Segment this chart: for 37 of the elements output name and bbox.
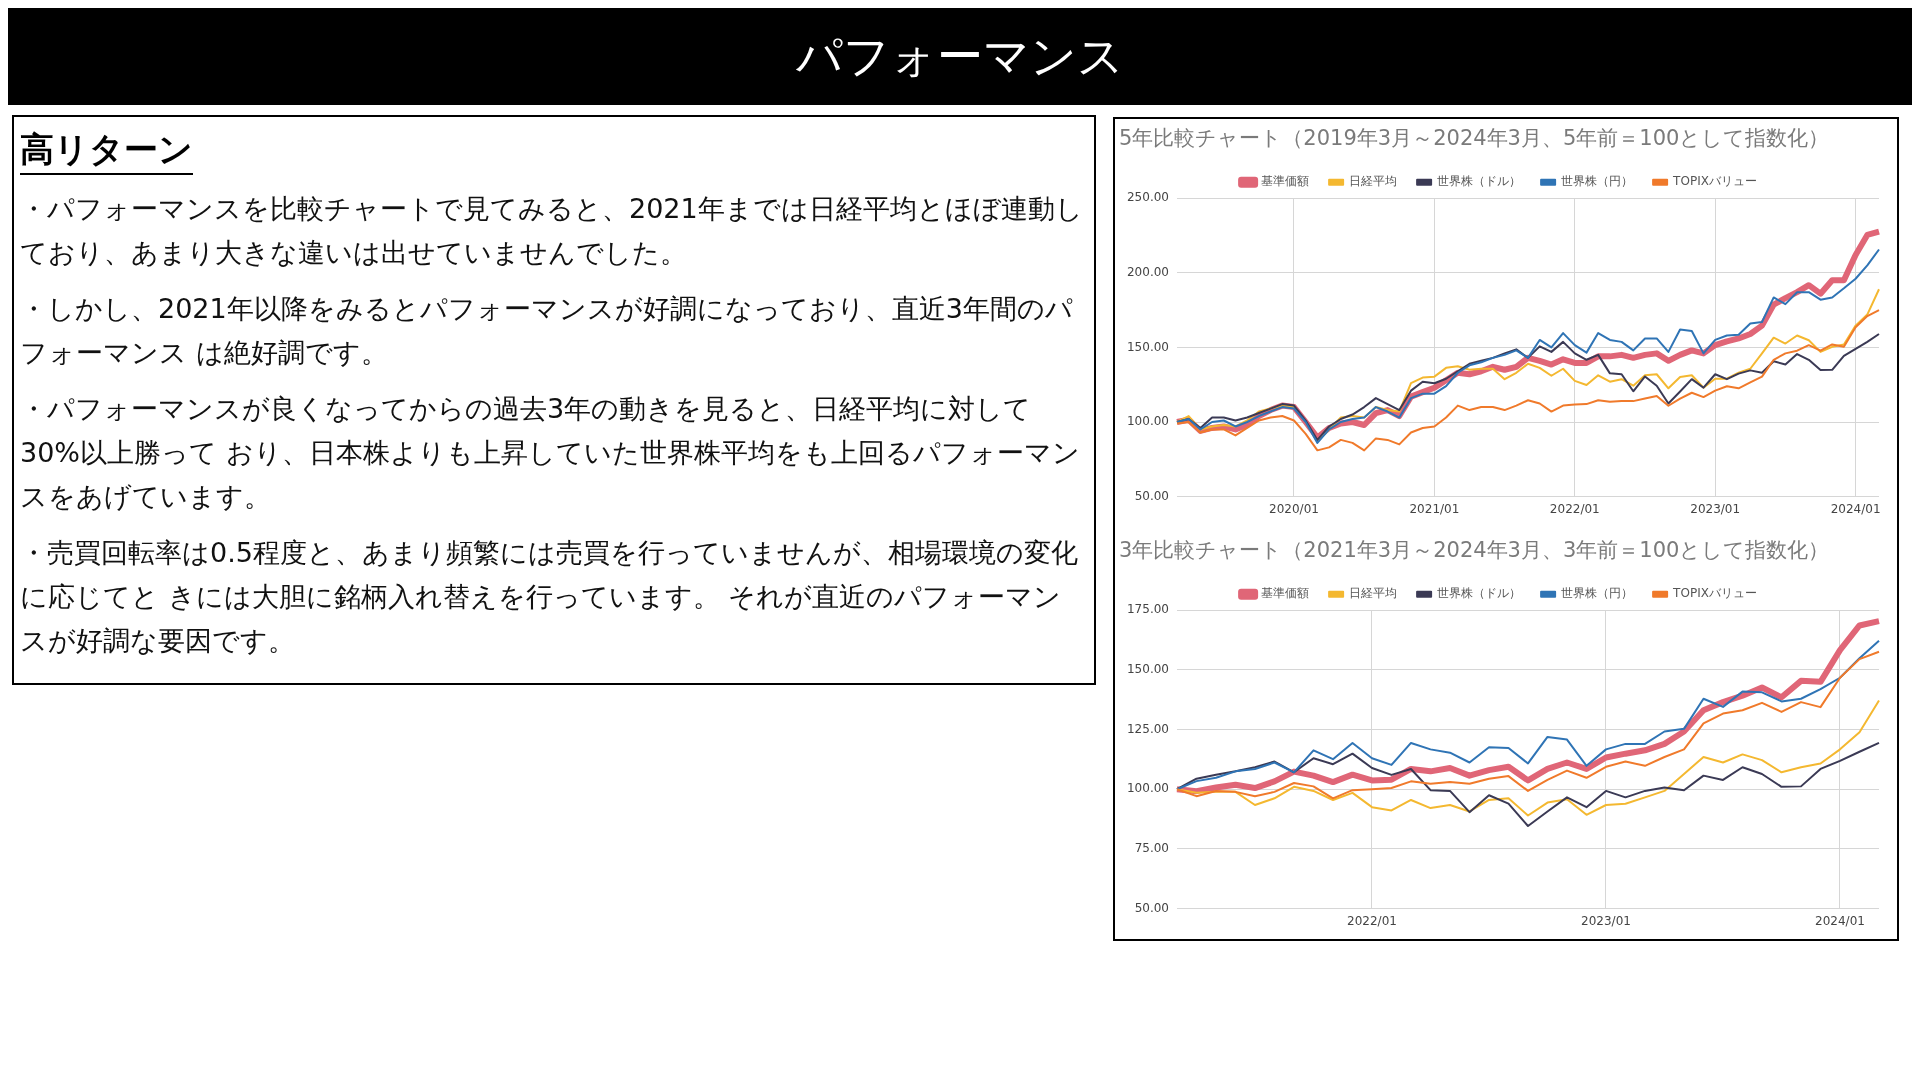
y-tick-label: 75.00 bbox=[1134, 841, 1169, 856]
legend-label: 世界株（円） bbox=[1561, 174, 1634, 189]
x-tick-label: 2024/01 bbox=[1830, 501, 1881, 516]
y-tick-label: 175.00 bbox=[1126, 602, 1169, 617]
text: ・しかし、2021年以降をみるとパフォーマンスが好調になっており、直近3年間のパフォーマンス は絶好調です。 bbox=[20, 292, 1074, 370]
text: ・パフォーマンスを比較チャートで見てみると、2021年までは日経平均とほぼ連動しており、あまり大きな違いは出せていませんでした。 bbox=[20, 192, 1084, 270]
x-tick-label: 2023/01 bbox=[1581, 913, 1631, 928]
chart-title: 3年比較チャート（2021年3月～2024年3月、3年前＝100として指数化） bbox=[1119, 538, 1830, 563]
y-tick-label: 50.00 bbox=[1134, 488, 1169, 503]
legend-label: 世界株（ドル） bbox=[1437, 586, 1522, 601]
y-tick-label: 125.00 bbox=[1126, 721, 1169, 736]
chart-title: 5年比較チャート（2019年3月～2024年3月、5年前＝100として指数化） bbox=[1119, 126, 1830, 151]
text: パフォーマンス bbox=[8, 8, 1912, 105]
legend-label: 基準価額 bbox=[1261, 174, 1310, 189]
legend-label: TOPIXバリュー bbox=[1672, 174, 1757, 189]
x-tick-label: 2024/01 bbox=[1815, 913, 1865, 928]
y-tick-label: 200.00 bbox=[1126, 264, 1169, 279]
legend-label: 世界株（ドル） bbox=[1437, 174, 1522, 189]
x-tick-label: 2021/01 bbox=[1409, 501, 1460, 516]
x-tick-label: 2022/01 bbox=[1347, 913, 1397, 928]
text: ・売買回転率は0.5程度と、あまり頻繁には売買を行っていませんが、相場環境の変化に応じてと きには大胆に銘柄入れ替えを行っています。 それが直近のパフォーマンスが好調な要因です。 bbox=[20, 536, 1079, 658]
legend-label: 日経平均 bbox=[1349, 586, 1398, 601]
y-tick-label: 150.00 bbox=[1126, 339, 1169, 354]
y-tick-label: 250.00 bbox=[1126, 190, 1169, 205]
y-tick-label: 100.00 bbox=[1126, 781, 1169, 796]
y-tick-label: 100.00 bbox=[1126, 414, 1169, 429]
x-tick-label: 2022/01 bbox=[1549, 501, 1600, 516]
legend-label: 世界株（円） bbox=[1561, 586, 1634, 601]
text: 高リターン bbox=[20, 127, 193, 175]
x-tick-label: 2020/01 bbox=[1269, 501, 1319, 516]
x-tick-label: 2023/01 bbox=[1690, 501, 1741, 516]
legend-label: TOPIXバリュー bbox=[1672, 586, 1757, 601]
y-tick-label: 150.00 bbox=[1126, 662, 1169, 677]
legend-label: 基準価額 bbox=[1261, 586, 1310, 601]
y-tick-label: 50.00 bbox=[1134, 900, 1169, 915]
legend-label: 日経平均 bbox=[1349, 174, 1398, 189]
text: ・パフォーマンスが良くなってからの過去3年の動きを見ると、日経平均に対して30%以上勝って おり、日本株よりも上昇していた世界株平均をも上回るパフォーマンスをあげています。 bbox=[20, 392, 1081, 514]
